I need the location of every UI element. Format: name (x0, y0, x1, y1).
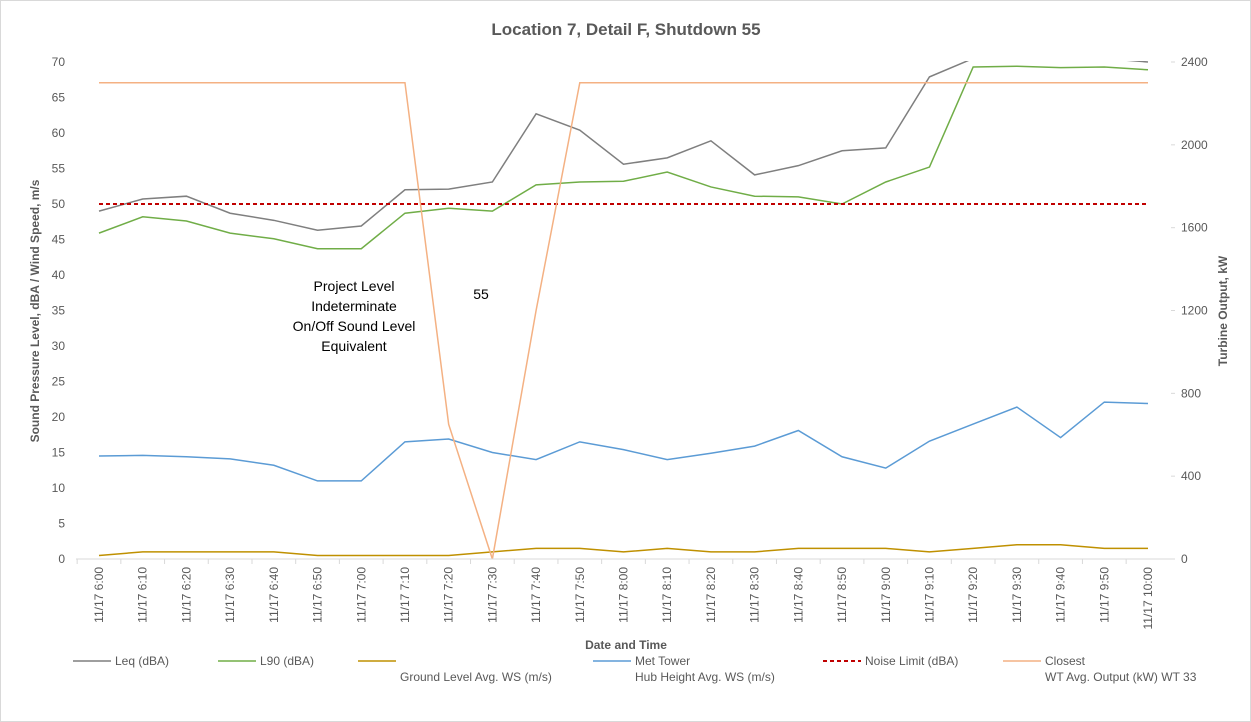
legend-label: L90 (dBA) (260, 654, 315, 668)
x-tick-label: 11/17 9:20 (966, 567, 980, 623)
legend-label: Leq (dBA) (115, 654, 170, 668)
legend-label: Closest WT Avg. Output (kW) WT 33 (1045, 654, 1197, 684)
y2-tick-label: 2400 (1181, 55, 1208, 69)
legend-label: Noise Limit (dBA) (865, 654, 959, 668)
legend-item: Met Tower Hub Height Avg. WS (m/s) (591, 653, 775, 685)
x-tick-label: 11/17 8:20 (704, 567, 718, 623)
legend-item: L90 (dBA) (216, 653, 314, 669)
y-tick-label: 50 (52, 197, 66, 211)
y2-tick-label: 1200 (1181, 304, 1208, 318)
y2-tick-label: 400 (1181, 469, 1201, 483)
chart-title: Location 7, Detail F, Shutdown 55 (491, 20, 760, 39)
legend-item: Noise Limit (dBA) (821, 653, 958, 669)
legend-swatch (1003, 660, 1041, 662)
x-axis-label: Date and Time (585, 638, 667, 652)
y2-tick-label: 1600 (1181, 221, 1208, 235)
x-tick-label: 11/17 9:50 (1097, 567, 1111, 623)
y-tick-label: 40 (52, 268, 66, 282)
y-tick-label: 25 (52, 375, 66, 389)
annotation: Project Level Indeterminate On/Off Sound L… (293, 278, 416, 354)
y2-tick-label: 0 (1181, 552, 1188, 566)
y-tick-label: 60 (52, 126, 66, 140)
x-tick-label: 11/17 8:30 (748, 567, 762, 623)
x-tick-label: 11/17 6:20 (179, 567, 193, 623)
x-tick-label: 11/17 7:20 (442, 567, 456, 623)
x-tick-label: 11/17 9:40 (1054, 567, 1068, 623)
annotation: 55 (473, 286, 489, 302)
y-tick-label: 10 (52, 481, 66, 495)
series-line (98, 61, 1149, 232)
x-tick-label: 11/17 7:00 (354, 567, 368, 623)
y2-tick-label: 2000 (1181, 138, 1208, 152)
legend-item: Leq (dBA) (71, 653, 169, 669)
x-tick-label: 11/17 7:40 (529, 567, 543, 623)
x-tick-label: 11/17 8:40 (791, 567, 805, 623)
x-tick-label: 11/17 7:30 (485, 567, 499, 623)
y2-tick-label: 800 (1181, 386, 1201, 400)
legend-swatch (593, 660, 631, 662)
y-tick-label: 35 (52, 304, 66, 318)
series-line (98, 65, 1149, 250)
legend-swatch (823, 660, 861, 662)
legend-label: Ground Level Avg. WS (m/s) (400, 670, 552, 684)
legend-item: Ground Level Avg. WS (m/s) (356, 653, 552, 685)
x-tick-label: 11/17 10:00 (1141, 567, 1155, 630)
legend-swatch (358, 660, 396, 662)
series-line (98, 401, 1149, 482)
x-tick-label: 11/17 8:00 (617, 567, 631, 623)
legend-swatch (73, 660, 111, 662)
y-tick-label: 65 (52, 91, 66, 105)
series-line (99, 81, 1148, 560)
y-tick-label: 5 (58, 517, 65, 531)
x-tick-label: 11/17 6:50 (311, 567, 325, 623)
x-tick-label: 11/17 8:50 (835, 567, 849, 623)
x-tick-label: 11/17 6:10 (136, 567, 150, 623)
y-tick-label: 55 (52, 162, 66, 176)
legend-item: Closest WT Avg. Output (kW) WT 33 (1001, 653, 1196, 685)
x-tick-label: 11/17 7:50 (573, 567, 587, 623)
series-line (98, 544, 1148, 557)
y-tick-label: 30 (52, 339, 66, 353)
y-tick-label: 20 (52, 410, 66, 424)
y-axis-label: Sound Pressure Level, dBA / Wind Speed, … (28, 179, 42, 442)
legend-swatch (218, 660, 256, 662)
y-tick-label: 45 (52, 233, 66, 247)
x-tick-label: 11/17 6:00 (92, 567, 106, 623)
y-tick-label: 70 (52, 55, 66, 69)
x-tick-label: 11/17 9:30 (1010, 567, 1024, 623)
x-tick-label: 11/17 8:10 (660, 567, 674, 623)
legend-label: Met Tower Hub Height Avg. WS (m/s) (635, 654, 775, 684)
y2-axis-label: Turbine Output, kW (1216, 255, 1230, 366)
x-tick-label: 11/17 6:40 (267, 567, 281, 623)
y-tick-label: 0 (58, 552, 65, 566)
x-tick-label: 11/17 6:30 (223, 567, 237, 623)
x-tick-label: 11/17 9:10 (922, 567, 936, 623)
x-tick-label: 11/17 7:10 (398, 567, 412, 623)
x-tick-label: 11/17 9:00 (879, 567, 893, 623)
y-tick-label: 15 (52, 446, 66, 460)
